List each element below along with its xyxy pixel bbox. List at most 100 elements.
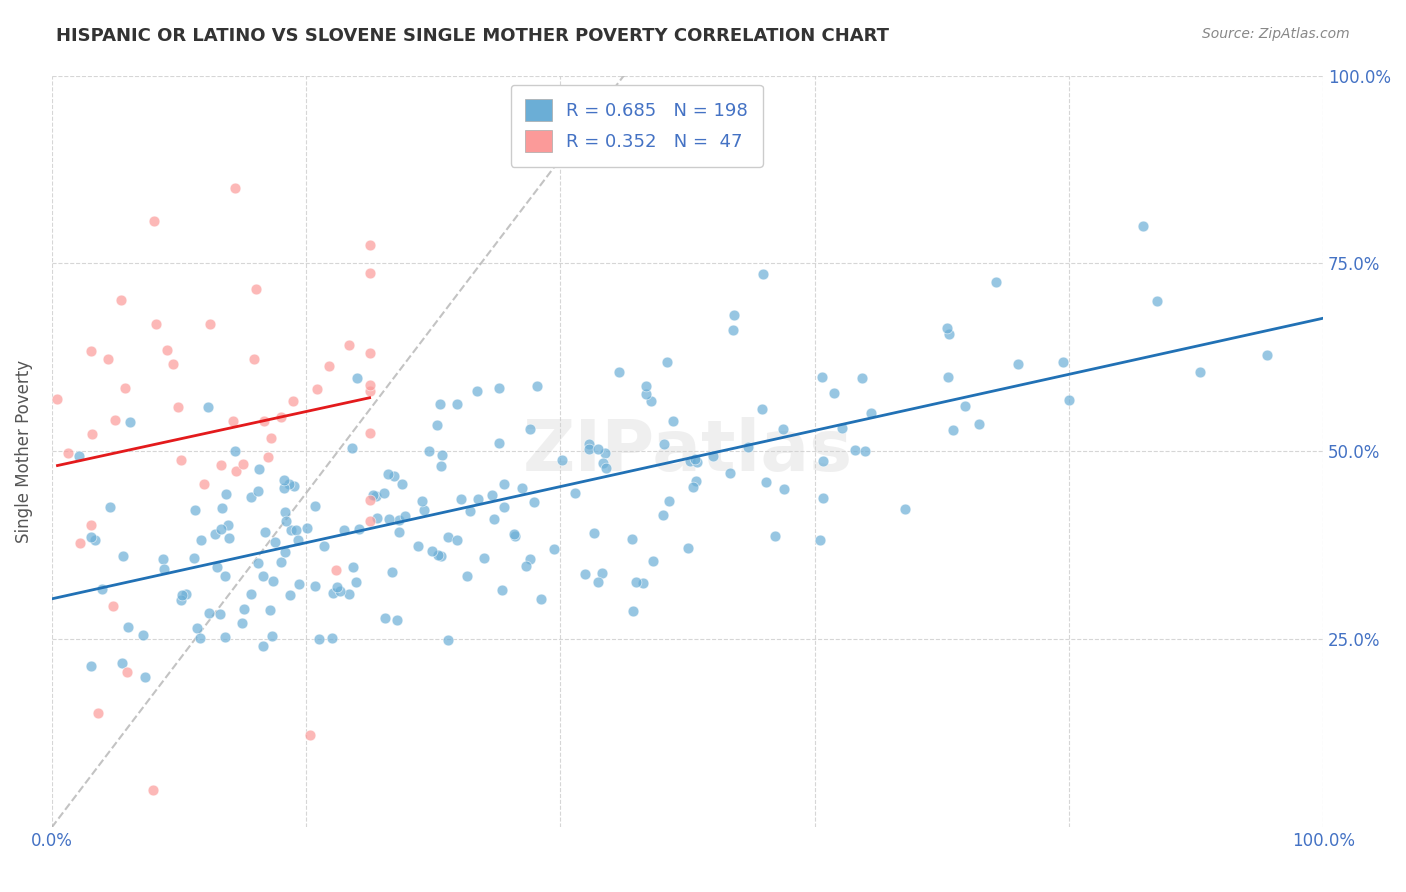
Point — [482, 512, 505, 526]
Point — [631, 576, 654, 591]
Point — [283, 394, 305, 409]
Point — [530, 592, 553, 607]
Point — [97, 351, 120, 366]
Point — [224, 181, 246, 195]
Point — [773, 482, 796, 496]
Point — [472, 550, 495, 565]
Point — [636, 386, 658, 401]
Point — [436, 530, 458, 544]
Point — [80, 343, 103, 358]
Point — [654, 436, 676, 450]
Point — [308, 632, 330, 646]
Point — [586, 574, 609, 589]
Point — [274, 544, 297, 558]
Point — [595, 461, 617, 475]
Point — [174, 587, 197, 601]
Point — [304, 499, 326, 513]
Point — [426, 417, 449, 432]
Point — [391, 477, 413, 491]
Point — [853, 443, 876, 458]
Point — [359, 266, 381, 280]
Point — [588, 442, 610, 456]
Point — [260, 629, 283, 643]
Point — [388, 525, 411, 540]
Point — [1052, 355, 1074, 369]
Point — [132, 628, 155, 642]
Point — [118, 415, 141, 429]
Point — [145, 318, 167, 332]
Point — [591, 566, 613, 581]
Point — [143, 213, 166, 227]
Point — [755, 475, 778, 489]
Point — [218, 531, 240, 545]
Point — [938, 327, 960, 342]
Point — [115, 665, 138, 679]
Point — [205, 559, 228, 574]
Point — [593, 446, 616, 460]
Point — [607, 365, 630, 379]
Point — [117, 620, 139, 634]
Point — [683, 451, 706, 466]
Point — [550, 453, 572, 467]
Point — [260, 431, 283, 445]
Point — [246, 484, 269, 499]
Point — [278, 477, 301, 491]
Point — [808, 533, 831, 548]
Point — [450, 492, 472, 507]
Point — [221, 414, 243, 428]
Point — [640, 394, 662, 409]
Point — [1146, 293, 1168, 308]
Point — [67, 449, 90, 463]
Point — [231, 616, 253, 631]
Point — [359, 238, 381, 252]
Point — [101, 599, 124, 613]
Point — [811, 491, 834, 505]
Point — [80, 517, 103, 532]
Point — [347, 522, 370, 536]
Point — [280, 523, 302, 537]
Point — [578, 442, 600, 457]
Point — [436, 632, 458, 647]
Point — [110, 656, 132, 670]
Point — [624, 575, 647, 590]
Point — [344, 575, 367, 590]
Point — [685, 475, 707, 489]
Point — [582, 526, 605, 541]
Point — [378, 512, 401, 526]
Point — [860, 406, 883, 420]
Point — [481, 488, 503, 502]
Point — [153, 562, 176, 576]
Point — [204, 526, 226, 541]
Point — [679, 454, 702, 468]
Point — [346, 371, 368, 385]
Point — [273, 481, 295, 495]
Point — [58, 446, 80, 460]
Point — [342, 560, 364, 574]
Point — [655, 355, 678, 369]
Point — [298, 728, 321, 742]
Point — [723, 322, 745, 336]
Point — [328, 584, 350, 599]
Point — [326, 581, 349, 595]
Point — [620, 532, 643, 546]
Point — [276, 514, 298, 528]
Point — [1057, 393, 1080, 408]
Point — [418, 444, 440, 458]
Point — [458, 504, 481, 518]
Legend: R = 0.685   N = 198, R = 0.352   N =  47: R = 0.685 N = 198, R = 0.352 N = 47 — [510, 85, 762, 167]
Point — [209, 522, 232, 536]
Point — [658, 493, 681, 508]
Point — [134, 670, 156, 684]
Point — [186, 621, 208, 635]
Point — [510, 481, 533, 495]
Point — [411, 494, 433, 508]
Point — [936, 369, 959, 384]
Point — [503, 529, 526, 543]
Point — [198, 606, 221, 620]
Point — [967, 417, 990, 431]
Point — [305, 382, 328, 396]
Point — [810, 370, 832, 384]
Point — [426, 548, 449, 562]
Point — [232, 457, 254, 471]
Point — [162, 357, 184, 371]
